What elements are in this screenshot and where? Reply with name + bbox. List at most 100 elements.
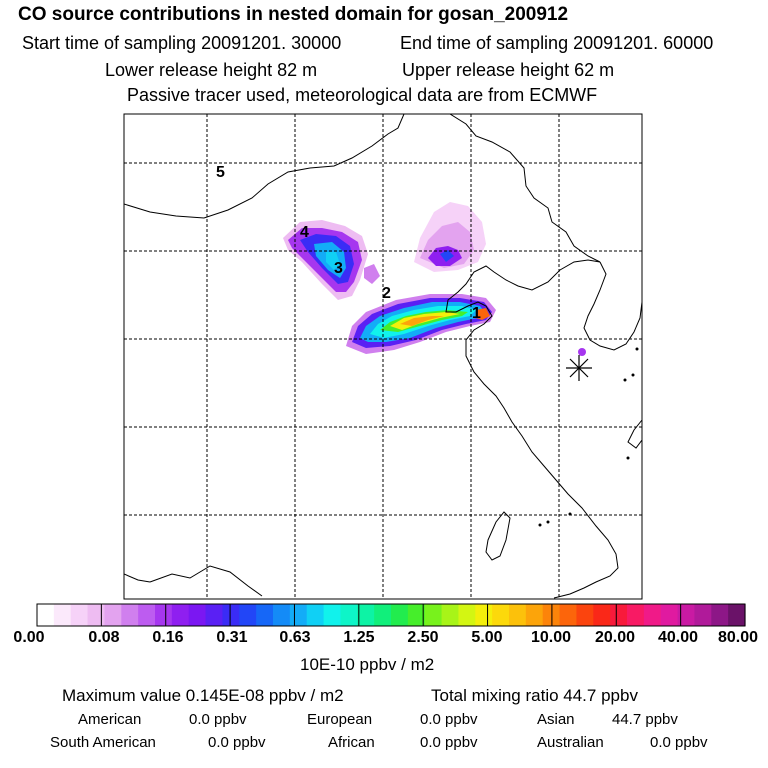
source-label-3: 3: [334, 260, 343, 277]
colorbar-tick-label: 1.25: [343, 629, 375, 646]
lat-lon-grid: [124, 114, 642, 599]
colorbar-tick-label: 0.31: [216, 629, 248, 646]
colorbar-swatch: [509, 604, 527, 626]
colorbar-tick-label: 40.00: [657, 629, 699, 646]
colorbar-swatch: [323, 604, 342, 626]
colorbar-swatch: [205, 604, 224, 626]
region-name-asian: Asian: [537, 711, 575, 728]
map-frame: [123, 113, 643, 600]
plume-small-blob: [364, 264, 380, 284]
colorbar-swatch: [525, 604, 544, 626]
colorbar-tick-label: 0.08: [88, 629, 120, 646]
colorbar-swatch: [155, 604, 173, 626]
colorbar-tick-label: 0.63: [279, 629, 311, 646]
sampling-start-label: Start time of sampling 20091201. 30000: [22, 33, 342, 53]
island: [635, 347, 639, 351]
border-northeast: [449, 114, 601, 263]
island: [626, 456, 630, 460]
region-name-australian: Australian: [537, 734, 604, 751]
taiwan: [485, 511, 511, 561]
chart-title: CO source contributions in nested domain…: [18, 4, 569, 25]
colorbar-tick-label: 80.00: [717, 629, 759, 646]
total-mixing-ratio-text: Total mixing ratio 44.7 ppbv: [431, 686, 638, 705]
colorbar-tick-label: 20.00: [594, 629, 636, 646]
colorbar-tick-label: 0.16: [152, 629, 184, 646]
colorbar-swatch: [677, 604, 696, 626]
colorbar-swatch: [289, 604, 308, 626]
colorbar-tick-label: 10.00: [530, 629, 572, 646]
receptor-dot: [578, 348, 586, 356]
colorbar-swatch: [306, 604, 325, 626]
island: [546, 520, 550, 524]
korea-peninsula: [583, 261, 642, 351]
source-label-1: 1: [472, 305, 481, 322]
source-label-5: 5: [216, 164, 225, 181]
colorbar-swatch: [424, 604, 443, 626]
colorbar-swatch: [171, 604, 190, 626]
colorbar-swatch: [104, 604, 122, 626]
coast-bohai: [445, 259, 619, 599]
colorbar-swatch: [593, 604, 611, 626]
colorbar-swatch: [694, 604, 712, 626]
region-value-european: 0.0 ppbv: [420, 711, 478, 728]
maximum-value-text: Maximum value 0.145E-08 ppbv / m2: [62, 686, 344, 705]
colorbar-tick-label: 2.50: [407, 629, 439, 646]
concentration-field: [283, 202, 586, 356]
colorbar-tick-label: 0.00: [13, 629, 45, 646]
island: [538, 523, 542, 527]
colorbar-swatch: [188, 604, 207, 626]
plume-main-hotspot: [476, 308, 490, 320]
region-value-australian: 0.0 ppbv: [650, 734, 708, 751]
colorbar-swatch: [138, 604, 156, 626]
colorbar-swatch: [121, 604, 139, 626]
colorbar-swatch: [643, 604, 662, 626]
colorbar-swatch: [576, 604, 594, 626]
colorbar-frame: [36, 603, 746, 627]
coastlines: [124, 114, 642, 599]
colorbar-swatch: [475, 604, 493, 626]
plume-north-blue: [440, 250, 454, 262]
colorbar-swatch: [70, 604, 89, 626]
colorbar-swatch: [87, 604, 106, 626]
colorbar-swatch: [340, 604, 358, 626]
island: [631, 373, 635, 377]
lower-release-height-label: Lower release height 82 m: [105, 60, 318, 80]
colorbar-swatch: [711, 604, 729, 626]
colorbar-swatch: [222, 604, 240, 626]
region-value-african: 0.0 ppbv: [420, 734, 478, 751]
colorbar-swatch: [273, 604, 291, 626]
colorbar-swatches: [37, 604, 746, 626]
region-name-african: African: [328, 734, 375, 751]
colorbar-swatch: [441, 604, 460, 626]
colorbar-tick-marks: [100, 604, 682, 626]
plume-west-core: [326, 252, 340, 270]
border-north: [124, 114, 405, 219]
source-labels: 1 2 3 4 5: [216, 164, 481, 322]
region-value-american: 0.0 ppbv: [189, 711, 247, 728]
colorbar-swatch: [728, 604, 746, 626]
plume-main-orange: [400, 316, 444, 326]
region-value-south-american: 0.0 ppbv: [208, 734, 266, 751]
colorbar-swatch: [357, 604, 375, 626]
colorbar-swatch: [374, 604, 392, 626]
region-value-asian: 44.7 ppbv: [612, 711, 678, 728]
colorbar-swatch: [407, 604, 426, 626]
colorbar-swatch: [660, 604, 679, 626]
colorbar-swatch: [53, 604, 72, 626]
source-label-2: 2: [382, 285, 391, 302]
sampling-end-label: End time of sampling 20091201. 60000: [400, 33, 714, 53]
source-label-4: 4: [300, 224, 309, 241]
colorbar-swatch: [610, 604, 628, 626]
receptor-marker: [566, 355, 592, 381]
island: [623, 378, 627, 382]
tracer-info-label: Passive tracer used, meteorological data…: [127, 85, 598, 105]
colorbar-tick-label: 5.00: [471, 629, 503, 646]
colorbar-unit-label: 10E-10 ppbv / m2: [300, 655, 435, 674]
upper-release-height-label: Upper release height 62 m: [402, 60, 615, 80]
region-name-european: European: [307, 711, 373, 728]
interior-border: [149, 565, 263, 597]
colorbar-swatch: [37, 604, 55, 626]
colorbar-swatch: [256, 604, 274, 626]
colorbar-swatch: [559, 604, 578, 626]
